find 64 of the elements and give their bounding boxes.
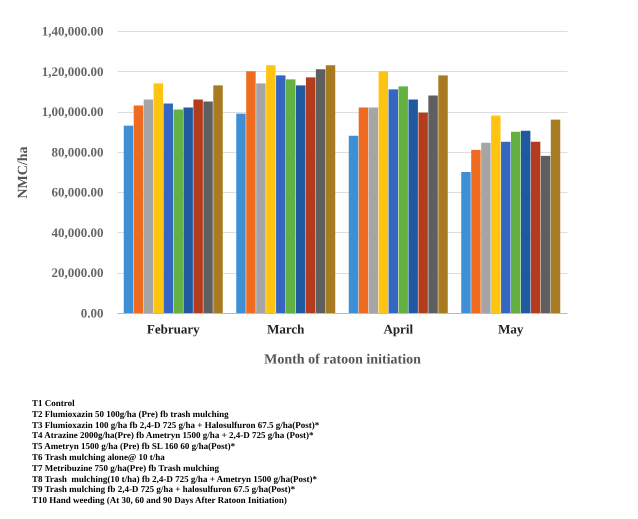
text: T1 Control	[32, 398, 76, 409]
bar	[164, 104, 173, 313]
text: T5 Ametryn 1500 g/ha (Pre) fb SL 160 60 g/ha(Post)*	[32, 441, 236, 452]
bar	[550, 120, 560, 313]
bar	[213, 85, 223, 313]
text: T10 Hand weeding (At 30, 60 and 90 Days After Ratoon Initiation)	[32, 495, 288, 506]
bar	[520, 130, 530, 313]
bar	[540, 156, 550, 313]
x-tick-label: April	[383, 322, 414, 336]
bar	[203, 102, 213, 313]
text: T9 Trash mulching fb 2,4-D 725 g/ha + halosulfuron 67.5 g/ha(Post)*	[32, 484, 296, 496]
bar	[316, 69, 326, 313]
bar	[501, 142, 510, 313]
bar	[471, 150, 481, 313]
bar	[491, 116, 501, 313]
y-tick-label: 1,40,000.00	[42, 24, 104, 38]
text: T8 Trash mulching(10 t/ha) fb 2,4-D 725 g/ha + Ametryn 1500 g/ha(Post)*	[32, 474, 318, 484]
bar	[418, 112, 428, 313]
x-tick-label: March	[267, 322, 306, 336]
y-tick-label: 1,20,000.00	[42, 64, 104, 79]
text: T6 Trash mulching alone@ 10 t/ha	[32, 452, 166, 463]
bar	[368, 108, 378, 313]
bar	[144, 99, 154, 313]
bar	[438, 75, 448, 313]
y-tick-label: 20,000.00	[52, 265, 104, 280]
bar	[183, 108, 193, 313]
x-tick-label: February	[146, 322, 200, 336]
bar	[326, 65, 336, 313]
bar	[174, 110, 183, 313]
bar	[266, 65, 276, 313]
bar	[256, 83, 266, 313]
y-axis-title: NMC/ha	[16, 146, 31, 199]
bar	[530, 142, 540, 313]
y-tick-label: 60,000.00	[52, 184, 104, 200]
y-tick-label: 0.00	[80, 306, 104, 320]
bar	[428, 95, 438, 313]
bar	[461, 172, 471, 313]
bar	[348, 136, 358, 313]
bar	[388, 89, 398, 313]
bar	[286, 79, 296, 313]
bar	[408, 99, 418, 313]
bar	[154, 83, 164, 313]
bar	[193, 99, 203, 313]
y-tick-label: 80,000.00	[52, 144, 104, 160]
bar	[276, 75, 286, 313]
text: T7 Metribuzine 750 g/ha(Pre) fb Trash mulching	[32, 462, 220, 474]
y-tick-label: 1,00,000.00	[42, 104, 104, 120]
text: T2 Flumioxazin 50 100g/ha (Pre) fb trash mulching	[32, 408, 230, 420]
text: T3 Flumioxazin 100 g/ha fb 2,4-D 725 g/ha + Halosulfuron 67.5 g/ha(Post)*	[32, 420, 320, 430]
text: T4 Atrazine 2000g/ha(Pre) fb Ametryn 1500 g/ha + 2,4-D 725 g/ha (Post)*	[32, 430, 314, 442]
bar	[398, 86, 408, 313]
bar	[481, 142, 491, 313]
x-axis-title: Month of ratoon initiation	[264, 352, 422, 368]
x-tick-label: May	[498, 322, 524, 336]
y-tick-label: 40,000.00	[52, 224, 104, 240]
bar	[511, 132, 520, 313]
bar	[134, 106, 144, 313]
bar	[296, 85, 306, 313]
bar	[378, 71, 388, 313]
bar	[306, 77, 316, 313]
bar	[358, 108, 368, 313]
bar	[124, 126, 134, 313]
bar	[246, 71, 256, 313]
bar	[236, 114, 246, 313]
